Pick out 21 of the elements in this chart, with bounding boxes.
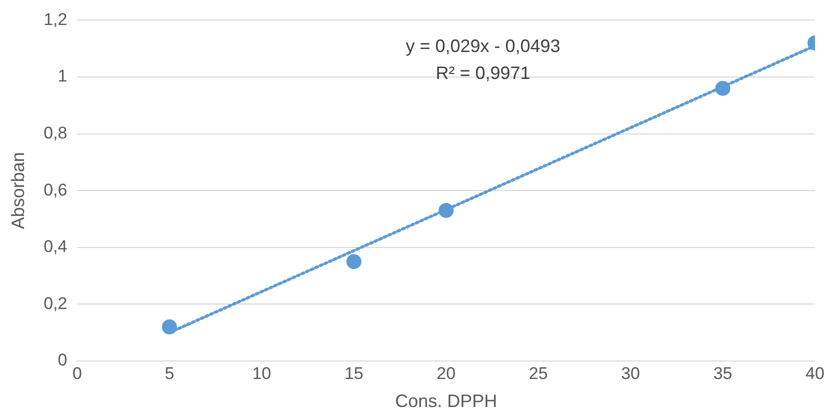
x-tick-label: 20: [436, 364, 456, 383]
x-tick-label: 40: [806, 364, 824, 383]
annotation: y = 0,029x - 0,0493: [406, 36, 560, 56]
y-tick-label: 0: [58, 350, 68, 370]
y-tick-label: 0,8: [44, 123, 68, 142]
y-tick-label: 1: [58, 66, 68, 86]
point: [346, 254, 362, 270]
annotation: R² = 0,9971: [436, 63, 530, 84]
x-tick-label: 0: [72, 364, 82, 383]
x-tick-label: 5: [164, 364, 174, 383]
y-tick-label: 0,2: [44, 294, 68, 313]
y-tick-label: 0,6: [44, 180, 68, 200]
x-tick-label: 30: [621, 364, 640, 383]
y-axis-title: Absorban: [8, 152, 28, 230]
x-tick-label: 15: [344, 364, 364, 383]
x-axis-title: Cons. DPPH: [395, 391, 498, 412]
y-tick-label: 0,4: [44, 237, 68, 256]
x-tick-label: 10: [252, 364, 272, 383]
y-tick-label: 1,2: [44, 10, 68, 29]
x-tick-label: 35: [713, 364, 732, 383]
x-tick-label: 25: [528, 364, 548, 383]
